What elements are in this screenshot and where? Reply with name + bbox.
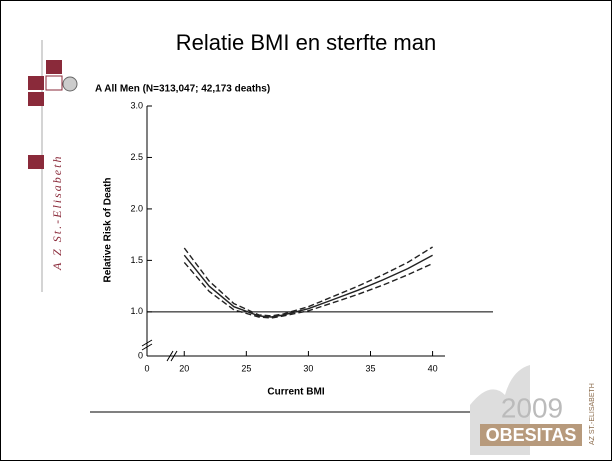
y-tick-label: 2.5 [130,152,143,162]
logo-year: 2009 [501,392,563,423]
logo-block [45,75,63,91]
side-text: A Z St.-Elisabeth [50,155,64,271]
x-tick-label: 25 [241,363,251,373]
axis-break [166,350,178,362]
x-tick-label: 0 [144,363,149,373]
x-tick-label: 20 [179,363,189,373]
series-line [183,261,433,319]
logo-seal [62,76,78,92]
logo-block [46,60,62,74]
x-tick-label: 40 [428,363,438,373]
y-tick-label: 2.0 [130,203,143,213]
logo-band [480,424,582,446]
y-tick-label: 1.5 [130,255,143,265]
logo-block [28,76,44,90]
y-tick-label: 1.0 [130,306,143,316]
x-tick-label: 35 [365,363,375,373]
axis-break [141,339,153,351]
x-tick-label: 30 [303,363,313,373]
x-axis-label: Current BMI [267,387,324,398]
series-line [183,254,433,318]
logo-block [28,155,44,169]
logo-block [28,92,44,106]
y-tick-label: 0 [138,350,143,360]
logo-name: OBESITAS [486,425,577,445]
chart-title: A All Men (N=313,047; 42,173 deaths) [95,84,270,95]
y-axis-label: Relative Risk of Death [103,177,114,282]
series-line [183,246,433,317]
logo-hospital: AZ ST.-ELISABETH [589,383,596,445]
y-tick-label: 3.0 [130,100,143,110]
slide-title: Relatie BMI en sterfte man [176,30,436,55]
